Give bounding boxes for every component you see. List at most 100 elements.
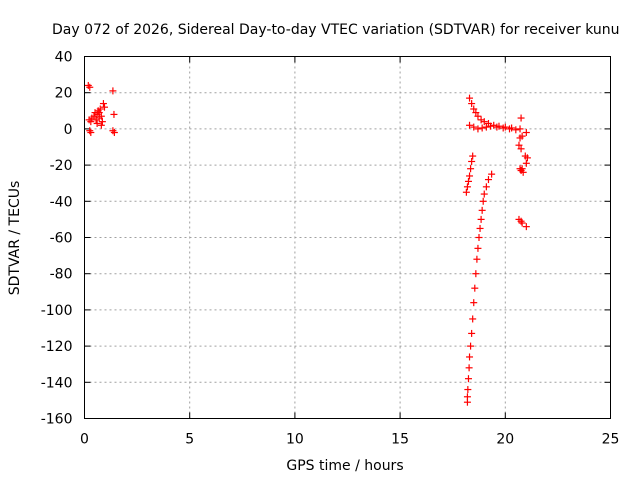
y-tick-label: -80 <box>50 267 73 283</box>
data-point <box>468 157 476 165</box>
data-point <box>110 110 118 118</box>
y-axis-title: SDTVAR / TECUs <box>7 181 23 296</box>
data-point <box>464 386 472 394</box>
data-point <box>468 100 476 108</box>
x-tick-label: 10 <box>286 432 304 448</box>
data-point <box>466 353 474 361</box>
data-point <box>479 197 487 205</box>
data-point <box>499 124 507 132</box>
data-point <box>87 129 95 137</box>
data-point <box>87 118 95 126</box>
grid-lines <box>84 56 611 419</box>
data-point <box>470 105 478 113</box>
axis-ticks <box>84 56 611 419</box>
data-point <box>480 118 488 126</box>
data-point <box>469 152 477 160</box>
data-point <box>109 127 117 135</box>
data-point <box>487 122 495 130</box>
data-point <box>98 118 106 126</box>
y-tick-label: -100 <box>41 303 73 319</box>
data-point <box>467 342 475 350</box>
data-point <box>96 105 104 113</box>
data-point <box>472 109 480 117</box>
data-point <box>477 116 485 124</box>
data-point <box>517 145 525 153</box>
data-point <box>97 121 105 129</box>
data-point <box>475 234 483 241</box>
data-point <box>466 172 474 180</box>
data-point <box>468 329 476 337</box>
data-point <box>480 190 488 198</box>
data-point <box>478 206 486 214</box>
data-point <box>523 154 531 162</box>
data-point <box>490 121 498 129</box>
data-point <box>465 364 473 372</box>
data-point <box>466 94 474 102</box>
data-point <box>467 165 475 173</box>
data-points <box>84 81 531 406</box>
data-point <box>471 284 479 292</box>
data-point <box>519 168 527 176</box>
data-point <box>93 119 101 127</box>
data-point <box>478 124 486 132</box>
data-point <box>473 255 481 263</box>
data-point <box>474 112 482 120</box>
x-tick-labels: 0 5 10 15 20 25 <box>80 432 619 448</box>
y-tick-label: -60 <box>50 231 73 247</box>
data-point <box>518 219 526 227</box>
data-point <box>100 103 108 111</box>
y-tick-label: 0 <box>64 122 73 138</box>
data-point <box>463 398 471 406</box>
data-point <box>522 223 530 231</box>
data-point <box>515 141 523 149</box>
data-point <box>464 375 472 383</box>
data-point <box>493 123 501 131</box>
data-point <box>517 114 525 122</box>
y-tick-label: -20 <box>50 158 73 174</box>
y-tick-label: -160 <box>41 412 73 428</box>
x-tick-label: 25 <box>602 432 620 448</box>
data-point <box>522 159 530 167</box>
data-point <box>522 129 530 137</box>
data-point <box>472 270 480 278</box>
data-point <box>86 83 94 91</box>
data-point <box>476 224 484 232</box>
x-axis-title: GPS time / hours <box>286 458 403 474</box>
y-tick-label: 20 <box>55 86 73 102</box>
data-point <box>470 299 478 307</box>
plot-frame <box>84 56 611 419</box>
data-point <box>482 123 490 131</box>
y-tick-label: -140 <box>41 375 73 391</box>
data-point <box>518 165 526 173</box>
data-point <box>463 183 471 191</box>
y-tick-label: -40 <box>50 194 73 210</box>
data-point <box>464 177 472 185</box>
data-point <box>91 109 99 117</box>
data-point <box>474 244 482 252</box>
data-point <box>84 81 92 89</box>
data-point <box>110 129 118 137</box>
x-tick-label: 15 <box>391 432 409 448</box>
data-point <box>512 126 520 134</box>
data-point <box>506 125 514 133</box>
x-tick-label: 5 <box>185 432 194 448</box>
data-point <box>470 123 478 131</box>
y-tick-label: -120 <box>41 339 73 355</box>
data-point <box>484 176 492 184</box>
y-tick-label: 40 <box>55 50 73 66</box>
x-tick-label: 0 <box>80 432 89 448</box>
data-point <box>516 125 524 133</box>
data-point <box>474 125 482 133</box>
data-point <box>99 100 107 108</box>
x-tick-label: 20 <box>496 432 514 448</box>
y-tick-labels: 40 20 0 -20 -40 -60 -80 -100 -120 -140 -160 <box>41 50 73 428</box>
data-point <box>109 87 117 95</box>
data-point <box>518 132 526 140</box>
data-point <box>469 315 477 323</box>
data-point <box>466 121 474 129</box>
data-point <box>488 170 496 178</box>
data-point <box>477 215 485 223</box>
data-point <box>482 183 490 191</box>
data-point <box>462 188 470 196</box>
